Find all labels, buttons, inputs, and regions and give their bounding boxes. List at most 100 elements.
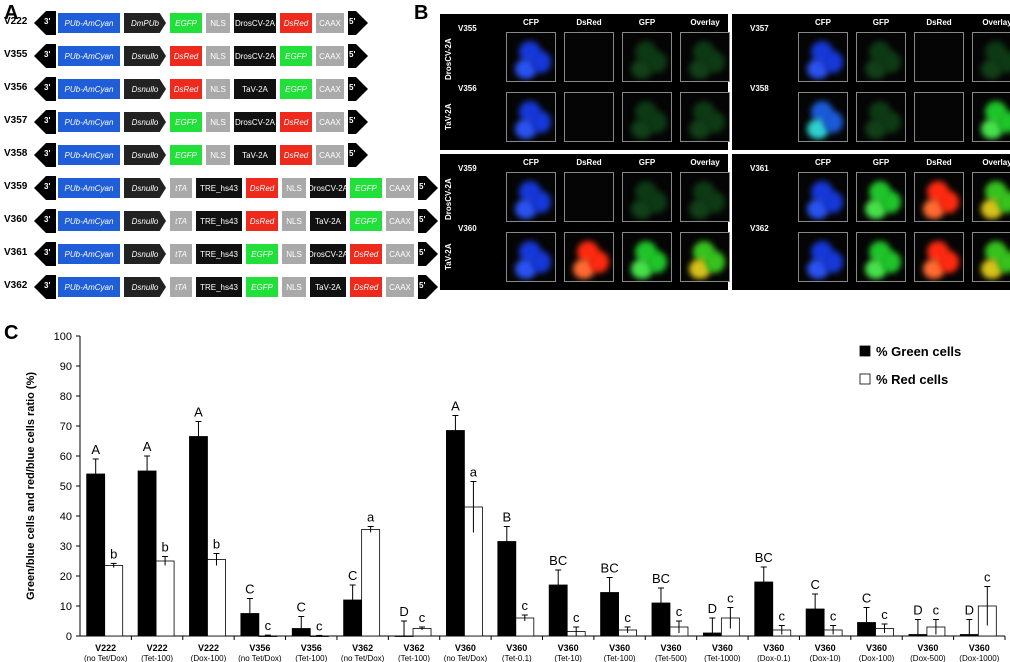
- left-end-arrow: [34, 143, 46, 167]
- micrograph-cell: [798, 32, 848, 82]
- bar: [394, 635, 414, 637]
- construct-id: V222: [4, 16, 28, 27]
- end-label-3prime: 3': [44, 116, 51, 125]
- significance-letter: c: [984, 570, 991, 585]
- y-tick-label: 0: [66, 631, 72, 643]
- significance-letter: C: [810, 577, 819, 592]
- x-tick-sublabel: (no Tet/Dox): [341, 654, 385, 662]
- cell-blob: [881, 51, 901, 73]
- segment: EGFP: [170, 112, 202, 132]
- segment: TaV-2A: [310, 277, 346, 297]
- bar: [104, 565, 124, 637]
- segment: EGFP: [280, 79, 312, 99]
- micrograph-cell: [914, 32, 964, 82]
- micrograph-cell: [680, 232, 730, 282]
- end-label-3prime: 3': [44, 281, 51, 290]
- segment: PUb-AmCyan: [58, 244, 120, 264]
- cell-blob: [647, 251, 667, 273]
- cell-blob: [705, 251, 725, 273]
- channel-header: DsRed: [926, 18, 952, 27]
- segment: Dsnullo: [124, 79, 166, 99]
- significance-letter: c: [265, 618, 272, 633]
- segment: Dsnullo: [124, 211, 166, 231]
- channel-header: Overlay: [982, 158, 1010, 167]
- significance-letter: D: [708, 601, 717, 616]
- micrograph-cell: [564, 32, 614, 82]
- significance-letter: C: [862, 591, 871, 606]
- significance-letter: a: [470, 465, 478, 480]
- x-tick-sublabel: (Dox-100): [859, 654, 895, 662]
- channel-header: Overlay: [982, 18, 1010, 27]
- right-end-arrow: [356, 143, 368, 167]
- right-end-arrow: [426, 209, 438, 233]
- segment: TaV-2A: [234, 145, 276, 165]
- left-end-arrow: [34, 110, 46, 134]
- bar: [86, 473, 106, 637]
- cell-blob: [705, 191, 725, 213]
- significance-letter: BC: [601, 561, 619, 576]
- micrograph-cell: [972, 92, 1010, 142]
- y-tick-label: 40: [60, 511, 72, 523]
- segment: CAAX: [386, 244, 414, 264]
- segment: PUb-AmCyan: [58, 277, 120, 297]
- segment: DsRed: [280, 145, 312, 165]
- micrograph-cell: [564, 232, 614, 282]
- y-tick-label: 100: [54, 331, 72, 343]
- x-tick-label: V360: [763, 643, 784, 653]
- segment: EGFP: [246, 277, 278, 297]
- bar: [189, 436, 208, 637]
- x-tick-sublabel: (Dox-10): [810, 654, 841, 662]
- cell-blob: [997, 51, 1010, 73]
- y-axis-label: Green/blue cells and red/blue cells rati…: [25, 372, 37, 600]
- x-tick-label: V360: [712, 643, 733, 653]
- segment: NLS: [206, 145, 230, 165]
- end-label-3prime: 3': [44, 215, 51, 224]
- segment: TRE_hs43: [196, 244, 242, 264]
- cell-blob: [531, 191, 551, 213]
- segment: NLS: [282, 244, 306, 264]
- significance-letter: c: [573, 610, 580, 625]
- segment: DsRed: [280, 13, 312, 33]
- cell-blob: [647, 51, 667, 73]
- y-tick-label: 10: [60, 601, 72, 613]
- construct-row-label: V357: [750, 24, 769, 33]
- cell-blob: [997, 251, 1010, 273]
- bar: [207, 559, 226, 637]
- channel-header: DsRed: [576, 158, 602, 167]
- right-end-arrow: [426, 176, 438, 200]
- micrograph-cell: [680, 172, 730, 222]
- segment: Dsnullo: [124, 112, 166, 132]
- end-label-3prime: 3': [44, 149, 51, 158]
- bar: [137, 470, 157, 637]
- significance-letter: b: [213, 537, 220, 552]
- bar-chart: 0 10 20 30 40 50 60 70 80 90 100 Green/blue cells a…: [25, 331, 1006, 662]
- right-end-arrow: [356, 77, 368, 101]
- segment: EGFP: [170, 145, 202, 165]
- cell-blob: [823, 191, 843, 213]
- significance-letter: A: [143, 439, 152, 454]
- construct-id: V357: [4, 115, 28, 126]
- segment: tTA: [170, 244, 192, 264]
- x-tick-label: V362: [404, 643, 425, 653]
- segment: DsRed: [246, 211, 278, 231]
- left-end-arrow: [34, 242, 46, 266]
- side-label: DrosCV-2A: [444, 38, 453, 80]
- x-tick-sublabel: (Tet-100): [604, 654, 636, 662]
- y-tick-label: 20: [60, 571, 72, 583]
- bar: [361, 529, 381, 637]
- right-end-arrow: [426, 275, 438, 299]
- right-end-arrow: [356, 110, 368, 134]
- cell-blob: [997, 111, 1010, 133]
- significance-letter: C: [348, 568, 357, 583]
- end-label-3prime: 3': [44, 17, 51, 26]
- significance-letter: c: [522, 598, 529, 613]
- x-tick-label: V362: [352, 643, 373, 653]
- y-tick-label: 80: [60, 391, 72, 403]
- cell-blob: [531, 251, 551, 273]
- micro-block: CFP DsRed GFP Overlay V359 V360 DrosCV-2A TaV-2…: [440, 154, 730, 290]
- segment: TRE_hs43: [196, 211, 242, 231]
- segment: CAAX: [316, 13, 344, 33]
- channel-header: DsRed: [926, 158, 952, 167]
- construct-row-label: V360: [458, 224, 477, 233]
- x-tick-label: V360: [917, 643, 938, 653]
